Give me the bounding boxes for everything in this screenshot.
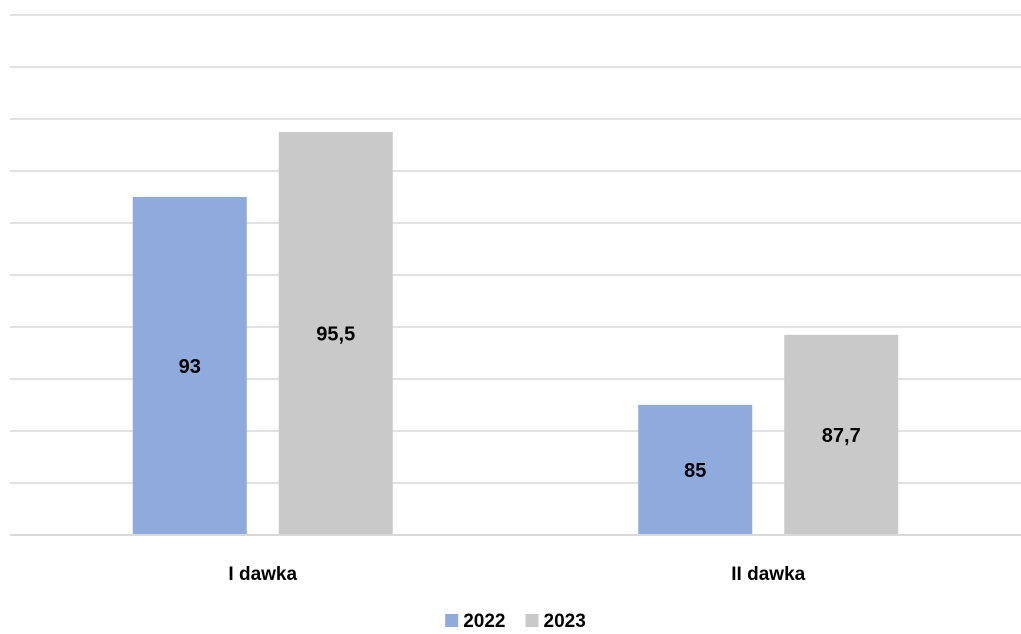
bar-value-labels: 93 95,5 85 87,7: [179, 324, 861, 483]
legend-item-2023: 2023: [525, 611, 586, 632]
bar-value-label: 95,5: [316, 324, 355, 346]
bar-2023-1: [278, 132, 393, 535]
category-labels: I dawka II dawka: [228, 564, 805, 585]
category-label: I dawka: [228, 564, 297, 585]
legend-swatch: [445, 614, 459, 627]
legend-swatch: [525, 614, 539, 627]
legend-label: 2022: [463, 611, 505, 632]
bar-2022-1: [132, 197, 247, 535]
bar-2022-2: [638, 405, 753, 535]
category-label: II dawka: [731, 564, 805, 585]
legend-label: 2023: [544, 611, 586, 632]
bar-value-label: 93: [179, 356, 201, 378]
legend-item-2022: 2022: [445, 611, 506, 632]
bar-value-label: 85: [684, 460, 706, 482]
bars: [132, 132, 899, 535]
legend: 2022 2023: [445, 611, 586, 632]
bar-2023-2: [784, 334, 899, 535]
bar-value-label: 87,7: [822, 425, 861, 447]
